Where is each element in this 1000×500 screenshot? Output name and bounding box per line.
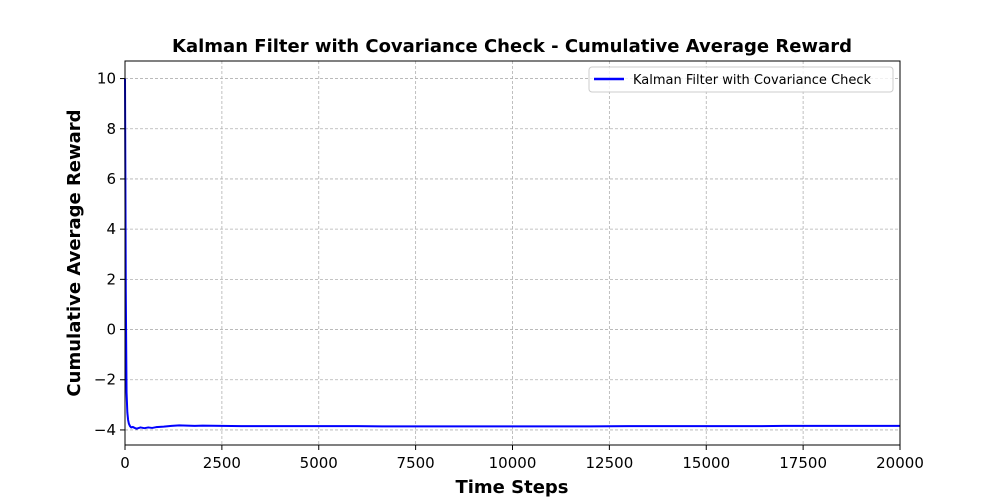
x-tick-label: 15000 (682, 454, 730, 472)
x-tick-label: 0 (120, 454, 130, 472)
x-tick-label: 20000 (876, 454, 924, 472)
x-axis-label: Time Steps (455, 477, 568, 498)
legend: Kalman Filter with Covariance Check (588, 66, 894, 93)
y-tick-label: 8 (106, 120, 116, 138)
y-tick-label: −2 (94, 371, 116, 389)
x-tick-label: 17500 (779, 454, 827, 472)
y-tick-label: 0 (106, 321, 116, 339)
chart-title: Kalman Filter with Covariance Check - Cu… (172, 36, 852, 57)
x-tick-label: 2500 (203, 454, 241, 472)
y-tick-label: 2 (106, 270, 116, 288)
series-layer (124, 78, 900, 430)
y-tick-label: 6 (106, 170, 116, 188)
y-tick-label: −4 (94, 421, 116, 439)
x-tick-label: 10000 (489, 454, 537, 472)
x-tick-label: 5000 (300, 454, 338, 472)
series-line (124, 78, 900, 430)
y-tick-label: 4 (106, 220, 116, 238)
grid-lines (124, 61, 901, 445)
legend-entry-label: Kalman Filter with Covariance Check (633, 73, 872, 88)
x-axis-ticks: 0 2500 5000 7500 10000 12500 15000 17500 20000 (120, 445, 924, 472)
x-tick-label: 7500 (397, 454, 435, 472)
y-axis-label: Cumulative Average Reward (64, 109, 85, 396)
y-axis-ticks: −4 −2 0 2 4 6 8 10 (94, 70, 125, 439)
y-tick-label: 10 (97, 70, 116, 88)
legend-box (588, 66, 894, 93)
x-tick-label: 12500 (586, 454, 634, 472)
